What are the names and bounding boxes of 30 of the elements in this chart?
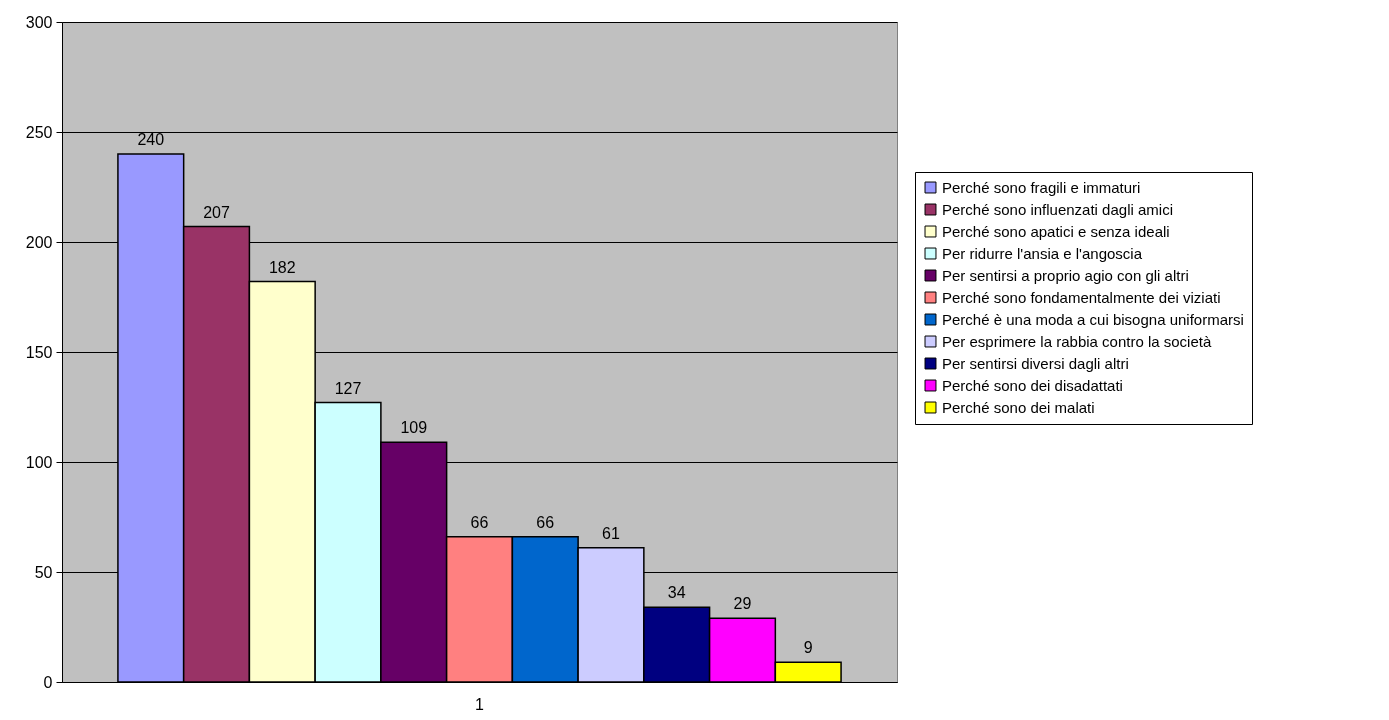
legend-label: Perché sono fondamentalmente dei viziati — [942, 288, 1221, 306]
legend-label: Per sentirsi a proprio agio con gli altri — [942, 266, 1189, 284]
data-label: 66 — [536, 513, 555, 531]
y-tick-label: 0 — [43, 673, 53, 691]
y-tick-label: 100 — [25, 453, 53, 471]
data-label: 240 — [137, 131, 165, 148]
legend-label: Perché è una moda a cui bisogna uniformarsi — [942, 310, 1244, 328]
data-label: 29 — [733, 595, 752, 613]
legend-label: Perché sono dei disadattati — [942, 376, 1123, 394]
y-tick-label: 250 — [25, 123, 53, 141]
data-label: 9 — [803, 639, 813, 657]
y-tick-label: 150 — [25, 343, 53, 361]
legend-label: Per sentirsi diversi dagli altri — [942, 354, 1129, 372]
legend-label: Perché sono influenzati dagli amici — [942, 200, 1173, 218]
y-tick-label: 300 — [25, 13, 53, 31]
data-label: 61 — [602, 524, 620, 542]
data-label: 182 — [268, 258, 296, 276]
data-label: 34 — [667, 584, 686, 602]
data-label: 207 — [203, 203, 230, 221]
legend-label: Perché sono fragili e immaturi — [942, 178, 1141, 196]
y-tick-label: 200 — [25, 233, 53, 251]
legend-label: Perché sono apatici e senza ideali — [942, 222, 1170, 240]
legend-label: Per esprimere la rabbia contro la società — [942, 332, 1212, 350]
data-label: 127 — [334, 379, 362, 397]
y-tick-label: 50 — [34, 563, 53, 581]
data-label: 109 — [400, 419, 428, 437]
legend-label: Perché sono dei malati — [942, 398, 1095, 416]
data-label: 66 — [470, 513, 489, 531]
legend-label: Per ridurre l'ansia e l'angoscia — [942, 244, 1143, 262]
x-tick-label: 1 — [475, 695, 485, 713]
